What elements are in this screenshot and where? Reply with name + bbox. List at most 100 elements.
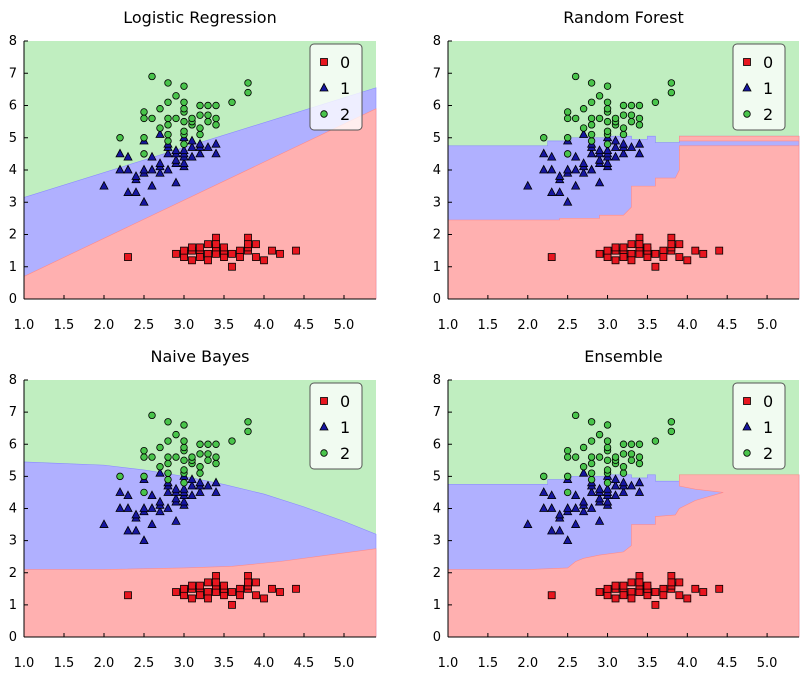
point-class-0	[212, 578, 220, 587]
y-tick-label: 6	[433, 437, 441, 452]
point-class-0	[611, 581, 620, 590]
point-class-0	[627, 588, 636, 596]
point-class-0	[220, 591, 228, 600]
point-class-2	[619, 101, 628, 110]
y-tick-label: 5	[433, 469, 441, 484]
x-tick-label: 5.0	[757, 656, 778, 671]
point-class-2	[148, 411, 156, 420]
y-tick-label: 0	[9, 292, 17, 307]
y-tick-label: 3	[433, 534, 441, 549]
point-class-1	[547, 151, 557, 161]
point-class-0	[699, 249, 708, 258]
point-class-2	[603, 105, 612, 113]
point-class-1	[539, 164, 549, 174]
point-class-1	[523, 519, 533, 528]
point-class-1	[586, 148, 597, 158]
point-class-2	[611, 453, 620, 461]
point-class-2	[156, 443, 164, 452]
point-class-2	[619, 469, 628, 477]
point-class-2	[587, 453, 596, 461]
point-class-0	[252, 240, 260, 249]
point-class-1	[99, 519, 109, 528]
legend: 0 1 2	[309, 43, 363, 131]
x-tick-label: 4.0	[677, 318, 698, 333]
y-tick-label: 8	[433, 373, 441, 388]
point-class-2	[587, 114, 596, 123]
point-class-0	[276, 249, 284, 258]
point-class-0	[699, 588, 708, 596]
point-class-2	[540, 134, 548, 142]
point-class-1	[539, 487, 549, 496]
legend-label-1: 1	[763, 418, 773, 437]
point-class-2	[563, 488, 572, 497]
point-class-0	[292, 246, 300, 255]
point-class-0	[236, 246, 244, 255]
point-class-2	[180, 443, 188, 452]
point-class-2	[603, 140, 612, 148]
point-class-2	[595, 114, 604, 123]
point-class-0	[228, 600, 236, 609]
y-tick-label: 6	[9, 99, 17, 114]
point-class-2	[587, 121, 596, 129]
point-class-2	[619, 463, 628, 471]
point-class-2	[611, 114, 620, 123]
point-class-0	[659, 246, 668, 255]
point-class-1	[171, 515, 181, 525]
point-class-2	[212, 121, 220, 129]
legend-label-2: 2	[763, 105, 773, 124]
point-class-0	[236, 253, 244, 261]
point-class-0	[627, 256, 636, 265]
point-class-1	[171, 177, 181, 187]
x-tick-label: 3.5	[214, 656, 235, 671]
x-tick-label: 4.0	[254, 318, 275, 333]
point-class-2	[180, 479, 188, 487]
point-class-1	[547, 187, 557, 196]
point-class-1	[211, 477, 221, 487]
point-class-1	[155, 158, 165, 167]
point-class-2	[603, 117, 612, 126]
point-class-1	[195, 477, 205, 487]
point-class-1	[155, 467, 165, 477]
point-class-2	[579, 463, 588, 471]
point-class-1	[626, 142, 637, 151]
point-class-1	[179, 496, 189, 506]
point-class-1	[570, 180, 581, 190]
point-class-0	[172, 249, 180, 258]
point-class-0	[292, 584, 300, 593]
point-class-1	[131, 509, 141, 519]
y-tick-label: 2	[433, 566, 441, 581]
point-class-2	[148, 453, 156, 461]
point-class-0	[659, 584, 668, 593]
point-class-2	[635, 459, 644, 468]
point-class-2	[587, 459, 596, 468]
x-tick-label: 3.0	[174, 318, 195, 333]
point-class-0	[124, 591, 132, 600]
point-class-1	[570, 164, 581, 174]
y-tick-label: 6	[433, 99, 441, 114]
point-class-2	[627, 117, 636, 126]
x-tick-label: 4.0	[254, 656, 275, 671]
point-class-2	[635, 453, 644, 461]
point-class-2	[619, 111, 628, 119]
y-tick-label: 7	[433, 66, 441, 81]
point-class-0	[619, 581, 628, 590]
legend-marker-1	[742, 82, 752, 92]
point-class-1	[555, 187, 565, 196]
point-class-0	[180, 584, 188, 593]
x-tick-label: 2.0	[94, 656, 115, 671]
x-tick-label: 3.5	[637, 656, 658, 671]
point-class-0	[611, 243, 620, 252]
point-class-0	[595, 249, 604, 258]
point-class-1	[171, 483, 181, 493]
y-tick-label: 3	[9, 534, 17, 549]
point-class-2	[180, 466, 188, 474]
point-class-2	[172, 453, 180, 461]
point-class-2	[196, 440, 204, 448]
y-tick-label: 7	[433, 405, 441, 420]
point-class-0	[244, 240, 252, 249]
legend-label-2: 2	[340, 444, 350, 463]
y-tick-label: 0	[9, 630, 17, 645]
point-class-0	[627, 240, 636, 249]
point-class-0	[244, 578, 252, 587]
point-class-2	[627, 440, 636, 448]
